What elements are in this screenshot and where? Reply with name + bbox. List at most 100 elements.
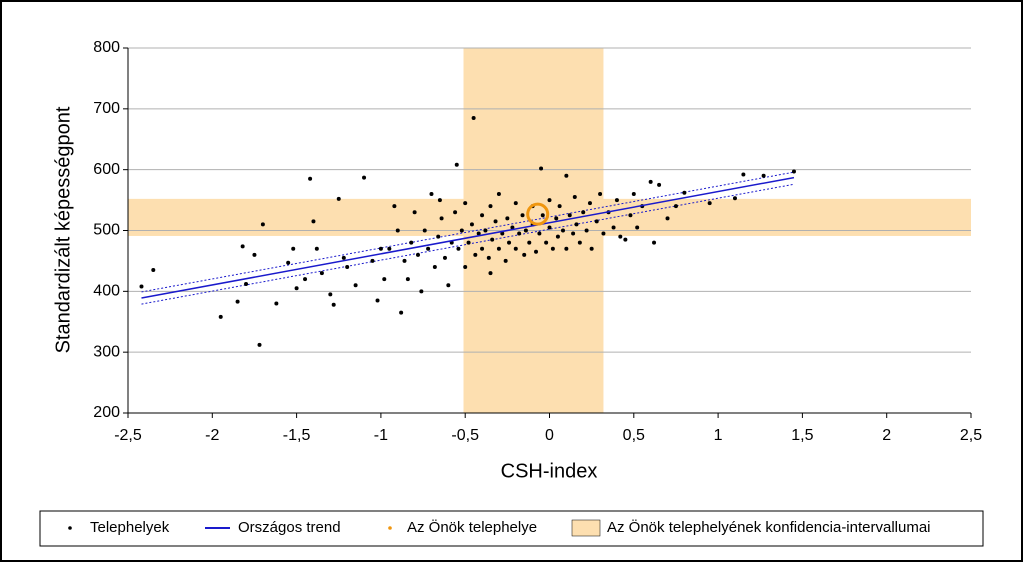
point [547,225,552,230]
point [260,222,265,227]
point [547,198,552,203]
point [319,271,324,276]
point [513,201,518,206]
legend-label: Az Önök telephelyének konfidencia-interv… [607,518,931,536]
x-tick-label: 2 [882,427,891,444]
point [571,231,576,236]
y-axis-title: Standardizált képességpont [52,106,74,353]
x-tick-label: 1,5 [791,427,813,444]
point [601,231,606,236]
point [581,210,586,215]
point [577,240,582,245]
point [294,286,299,291]
point [291,246,296,251]
point [500,231,505,236]
point [480,246,485,251]
point [412,210,417,215]
point [409,240,414,245]
y-tick-label: 800 [93,39,120,56]
legend-label: Telephelyek [90,519,170,536]
point [614,198,619,203]
point [682,190,687,195]
point [375,298,380,303]
legend-label: Az Önök telephelye [407,518,537,536]
point [419,289,424,294]
point [665,216,670,221]
point [544,240,549,245]
x-tick-label: -2 [205,427,219,444]
point [539,166,544,171]
point [618,234,623,239]
point [395,228,400,233]
point [534,249,539,254]
y-tick-label: 300 [93,343,120,360]
point [594,219,599,224]
y-tick-label: 500 [93,222,120,239]
point [527,240,532,245]
point [362,175,367,180]
point [628,213,633,218]
point [378,246,383,251]
point [405,277,410,282]
point [631,192,636,196]
point [584,228,589,233]
point [151,268,156,273]
point [341,255,346,260]
point [791,169,796,174]
point [488,204,493,209]
point [574,222,579,227]
point [286,260,291,265]
point [560,228,565,233]
point [454,162,459,167]
point [139,284,144,289]
point [550,246,555,251]
point [402,258,407,263]
point [589,246,594,251]
point [503,258,508,263]
x-tick-label: 1 [714,427,723,444]
point [567,213,572,218]
point [244,282,249,287]
point [336,196,341,201]
point [466,240,471,245]
y-tick-label: 200 [93,404,120,421]
point [520,213,525,218]
point [439,216,444,221]
point [657,182,662,187]
point [537,231,542,236]
x-tick-label: 0,5 [623,427,645,444]
trend-lower [141,183,795,305]
point [707,201,712,206]
point [761,173,766,178]
point [463,265,468,269]
point [510,225,515,230]
point [496,192,501,196]
point [483,228,488,233]
x-tick-label: 0 [545,427,554,444]
point [437,198,442,203]
point [648,179,653,184]
legend-swatch [68,526,72,530]
point [382,277,387,282]
trend-line [141,176,795,299]
point [540,213,545,218]
point [314,246,319,251]
legend-label: Országos trend [238,519,341,536]
point [555,234,560,239]
point [623,237,628,242]
point [473,252,478,257]
point [446,283,451,288]
x-tick-label: -2,5 [114,427,142,444]
point [422,228,427,233]
point [732,196,737,201]
point [453,210,458,215]
point [469,222,474,227]
point [505,216,510,221]
legend-swatch [571,519,601,537]
point [490,237,495,242]
point [442,255,447,260]
point [557,204,562,209]
point [432,265,437,269]
